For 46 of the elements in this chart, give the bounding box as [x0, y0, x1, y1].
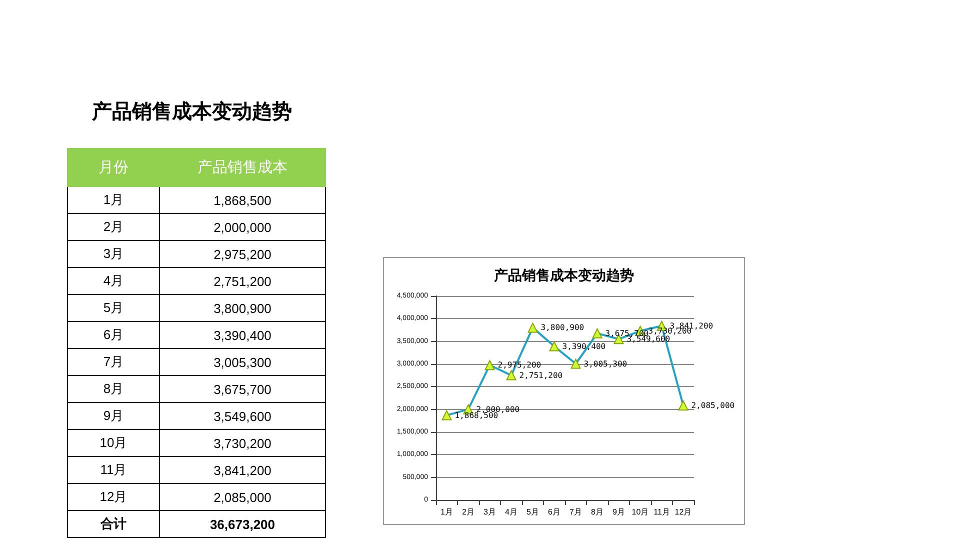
- text: 2,000,000: [214, 220, 272, 234]
- data-label: 3,800,900: [540, 323, 584, 332]
- x-tick-label: 8月: [591, 508, 604, 516]
- text: 2,975,200: [214, 246, 272, 262]
- text: 3,800,900: [214, 300, 272, 316]
- x-tick-label: 3月: [484, 508, 496, 516]
- text: 产品销售成本: [160, 148, 326, 186]
- category-label: 3月: [103, 246, 124, 261]
- category-label: 9月: [103, 408, 124, 423]
- x-tick-label: 6月: [548, 508, 560, 516]
- category-label: 8月: [103, 381, 124, 396]
- text: 1,868,500: [214, 192, 272, 208]
- data-label: 2,085,000: [691, 400, 735, 410]
- category-label: 11月: [100, 462, 127, 477]
- x-tick-label: 2月: [462, 508, 474, 516]
- text: 3,730,200: [214, 436, 272, 450]
- x-tick-label: 11月: [654, 508, 670, 516]
- x-tick-label: 7月: [570, 508, 582, 516]
- text: 36,673,200: [160, 510, 326, 538]
- category-label: 10月: [100, 435, 128, 450]
- text: 2,751,200: [214, 274, 272, 288]
- data-label: 3,005,300: [584, 359, 628, 368]
- data-label: 2,751,200: [519, 370, 563, 380]
- x-tick-label: 9月: [612, 508, 625, 516]
- category-label: 6月: [103, 327, 124, 342]
- text: 月份: [68, 148, 160, 186]
- category-label: 5月: [103, 300, 124, 315]
- text: 3,005,300: [214, 354, 272, 370]
- text: 3,675,700: [214, 382, 272, 396]
- x-tick-label: 12月: [674, 508, 692, 516]
- text: 2,085,000: [214, 490, 272, 504]
- text: 3,549,600: [214, 408, 272, 424]
- x-tick-label: 4月: [505, 508, 518, 516]
- category-label: 12月: [100, 489, 128, 504]
- x-tick-label: 5月: [526, 508, 539, 516]
- text: 合计: [68, 510, 160, 538]
- x-tick-label: 1月: [440, 508, 453, 516]
- category-label: 7月: [103, 354, 124, 369]
- chart-title: 产品销售成本变动趋势: [493, 267, 634, 284]
- text: 产品销售成本变动趋势: [92, 98, 292, 125]
- x-tick-label: 10月: [632, 508, 649, 516]
- category-label: 1月: [103, 192, 124, 207]
- category-label: 4月: [103, 273, 124, 288]
- text: 3,390,400: [214, 328, 272, 342]
- text: 3,841,200: [214, 462, 272, 478]
- category-label: 2月: [103, 219, 124, 234]
